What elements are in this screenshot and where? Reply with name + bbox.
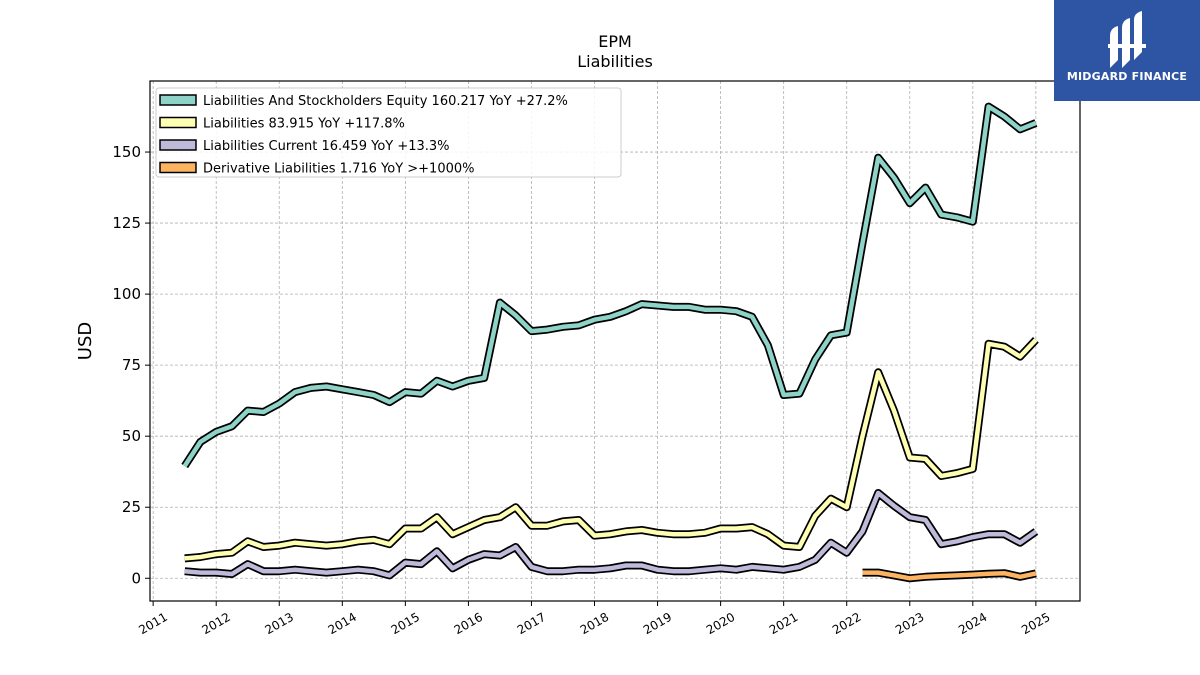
series-line-derivative-liabilities [862, 570, 1037, 581]
series-line-liabilities-and-stockholders-equity [182, 104, 1037, 468]
midgard-finance-logo: MIDGARD FINANCE [1054, 0, 1200, 101]
legend-entry: Liabilities Current 16.459 YoY +13.3% [159, 139, 450, 154]
x-axis: 2011 2012 2013 2014 2015 2016 2017 2018 2019 2020… [136, 601, 1053, 637]
plot-frame [149, 80, 1081, 602]
series-layer [181, 102, 1039, 583]
legend-swatch [159, 116, 197, 129]
x-tick-label: 2019 [641, 610, 674, 637]
legend-swatch [159, 139, 197, 151]
chart-title: EPM [598, 32, 632, 51]
legend-label: Liabilities Current 16.459 YoY +13.3% [203, 139, 450, 154]
y-tick-label: 0 [131, 569, 141, 587]
x-tick-label: 2020 [704, 610, 737, 637]
logo-mark-icon [1108, 11, 1146, 68]
legend-entry: Liabilities 83.915 YoY +117.8% [159, 116, 405, 132]
legend-label: Liabilities 83.915 YoY +117.8% [203, 117, 405, 132]
x-tick-label: 2016 [452, 610, 485, 637]
y-axis: 0 25 50 75 100 125 150 [112, 143, 150, 587]
y-tick-label: 125 [112, 214, 141, 232]
logo-text: MIDGARD FINANCE [1066, 70, 1188, 83]
legend-swatch [159, 161, 197, 174]
x-tick-label: 2013 [263, 610, 296, 637]
x-tick-label: 2025 [1019, 610, 1052, 637]
legend-box [155, 87, 622, 178]
x-tick-label: 2014 [326, 610, 359, 637]
y-tick-label: 25 [122, 498, 141, 516]
series-line-liabilities [184, 338, 1038, 561]
x-tick-label: 2022 [830, 610, 863, 637]
legend-entry: Liabilities And Stockholders Equity 160.… [159, 94, 568, 109]
legend-swatch [159, 94, 197, 106]
y-tick-label: 75 [122, 356, 141, 374]
x-tick-label: 2012 [199, 610, 232, 637]
y-tick-label: 50 [122, 427, 141, 445]
legend-label: Liabilities And Stockholders Equity 160.… [203, 94, 568, 109]
series-line-liabilities-current [184, 490, 1038, 578]
x-tick-label: 2021 [767, 610, 800, 637]
legend-label: Derivative Liabilities 1.716 YoY >+1000% [203, 162, 475, 177]
legend: Liabilities And Stockholders Equity 160.… [155, 87, 622, 178]
y-tick-label: 150 [112, 143, 141, 161]
x-tick-label: 2017 [515, 610, 548, 637]
x-tick-label: 2023 [893, 610, 926, 637]
x-tick-label: 2015 [389, 610, 422, 637]
x-tick-label: 2018 [578, 610, 611, 637]
y-tick-label: 100 [112, 285, 141, 303]
x-tick-label: 2024 [956, 610, 989, 637]
chart-subtitle: Liabilities [577, 52, 653, 71]
x-tick-label: 2011 [136, 610, 169, 637]
legend-entry: Derivative Liabilities 1.716 YoY >+1000% [159, 161, 475, 177]
y-axis-label: USD [75, 322, 96, 360]
